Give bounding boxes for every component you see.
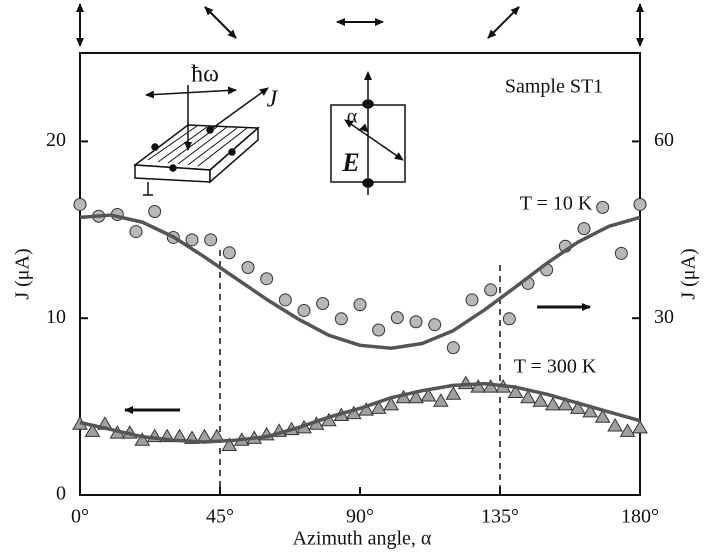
series-label: T = 10 K xyxy=(520,193,593,215)
data-point xyxy=(408,389,424,404)
data-point xyxy=(457,375,474,390)
data-point xyxy=(260,272,274,286)
data-point xyxy=(196,428,213,443)
sample-label: Sample ST1 xyxy=(505,76,603,98)
data-point xyxy=(433,393,449,407)
data-point xyxy=(221,437,238,451)
data-point xyxy=(334,312,348,326)
data-point xyxy=(445,386,462,400)
x-tick-label: 90° xyxy=(346,506,374,528)
data-point xyxy=(502,312,516,326)
data-point xyxy=(370,400,387,414)
data-point xyxy=(594,409,611,423)
data-point xyxy=(241,261,255,275)
data-point xyxy=(222,246,236,260)
y2-tick-label: 30 xyxy=(654,306,674,328)
data-point xyxy=(134,432,151,446)
data-point xyxy=(383,396,399,411)
data-point xyxy=(569,400,586,414)
data-point xyxy=(520,389,536,404)
data-point xyxy=(420,387,437,402)
data-point xyxy=(633,197,647,211)
data-point xyxy=(129,225,143,239)
data-point xyxy=(428,318,442,332)
y-tick-label: 20 xyxy=(46,129,66,151)
data-point xyxy=(465,293,479,307)
data-point xyxy=(619,423,636,437)
data-point xyxy=(596,200,610,214)
data-point xyxy=(545,396,561,411)
data-point xyxy=(316,296,330,310)
x-tick-label: 180° xyxy=(621,506,659,528)
data-point xyxy=(204,233,218,247)
x-axis-label: Azimuth angle, α xyxy=(293,528,432,550)
data-point xyxy=(278,293,292,307)
fit-curve xyxy=(79,381,641,444)
data-point xyxy=(372,323,386,337)
data-point xyxy=(185,233,199,247)
x-tick-label: 45° xyxy=(206,506,234,528)
y-tick-label: 0 xyxy=(56,483,66,505)
series-label: T = 300 K xyxy=(514,356,597,378)
data-point xyxy=(484,283,498,297)
field-label: E xyxy=(341,148,359,177)
y-axis-label: J (μA) xyxy=(12,248,34,299)
data-point xyxy=(557,396,574,411)
y2-axis-label: J (μA) xyxy=(678,248,700,299)
data-point xyxy=(446,341,460,355)
data-point xyxy=(353,298,367,312)
data-point xyxy=(532,393,549,407)
current-label: J xyxy=(267,87,279,113)
data-point xyxy=(607,418,623,432)
sample-inset xyxy=(132,85,269,196)
x-tick-label: 135° xyxy=(481,506,519,528)
fit-curve xyxy=(79,213,641,351)
data-point xyxy=(632,419,648,434)
data-point xyxy=(577,222,591,236)
data-point xyxy=(73,197,87,211)
x-tick-label: 0° xyxy=(71,506,89,528)
data-point xyxy=(390,311,404,325)
polarization-indicators xyxy=(76,3,644,47)
data-point xyxy=(582,403,599,418)
angle-label: α xyxy=(347,106,358,128)
field-inset xyxy=(330,71,406,195)
data-point xyxy=(470,379,487,393)
y2-tick-label: 60 xyxy=(654,129,674,151)
photon-label: ħω xyxy=(191,62,219,88)
data-point xyxy=(148,205,162,219)
data-point xyxy=(614,246,628,260)
data-point xyxy=(507,384,524,398)
data-point xyxy=(84,423,101,437)
y-tick-label: 10 xyxy=(46,306,66,328)
data-point xyxy=(297,304,311,318)
data-point xyxy=(409,315,423,329)
